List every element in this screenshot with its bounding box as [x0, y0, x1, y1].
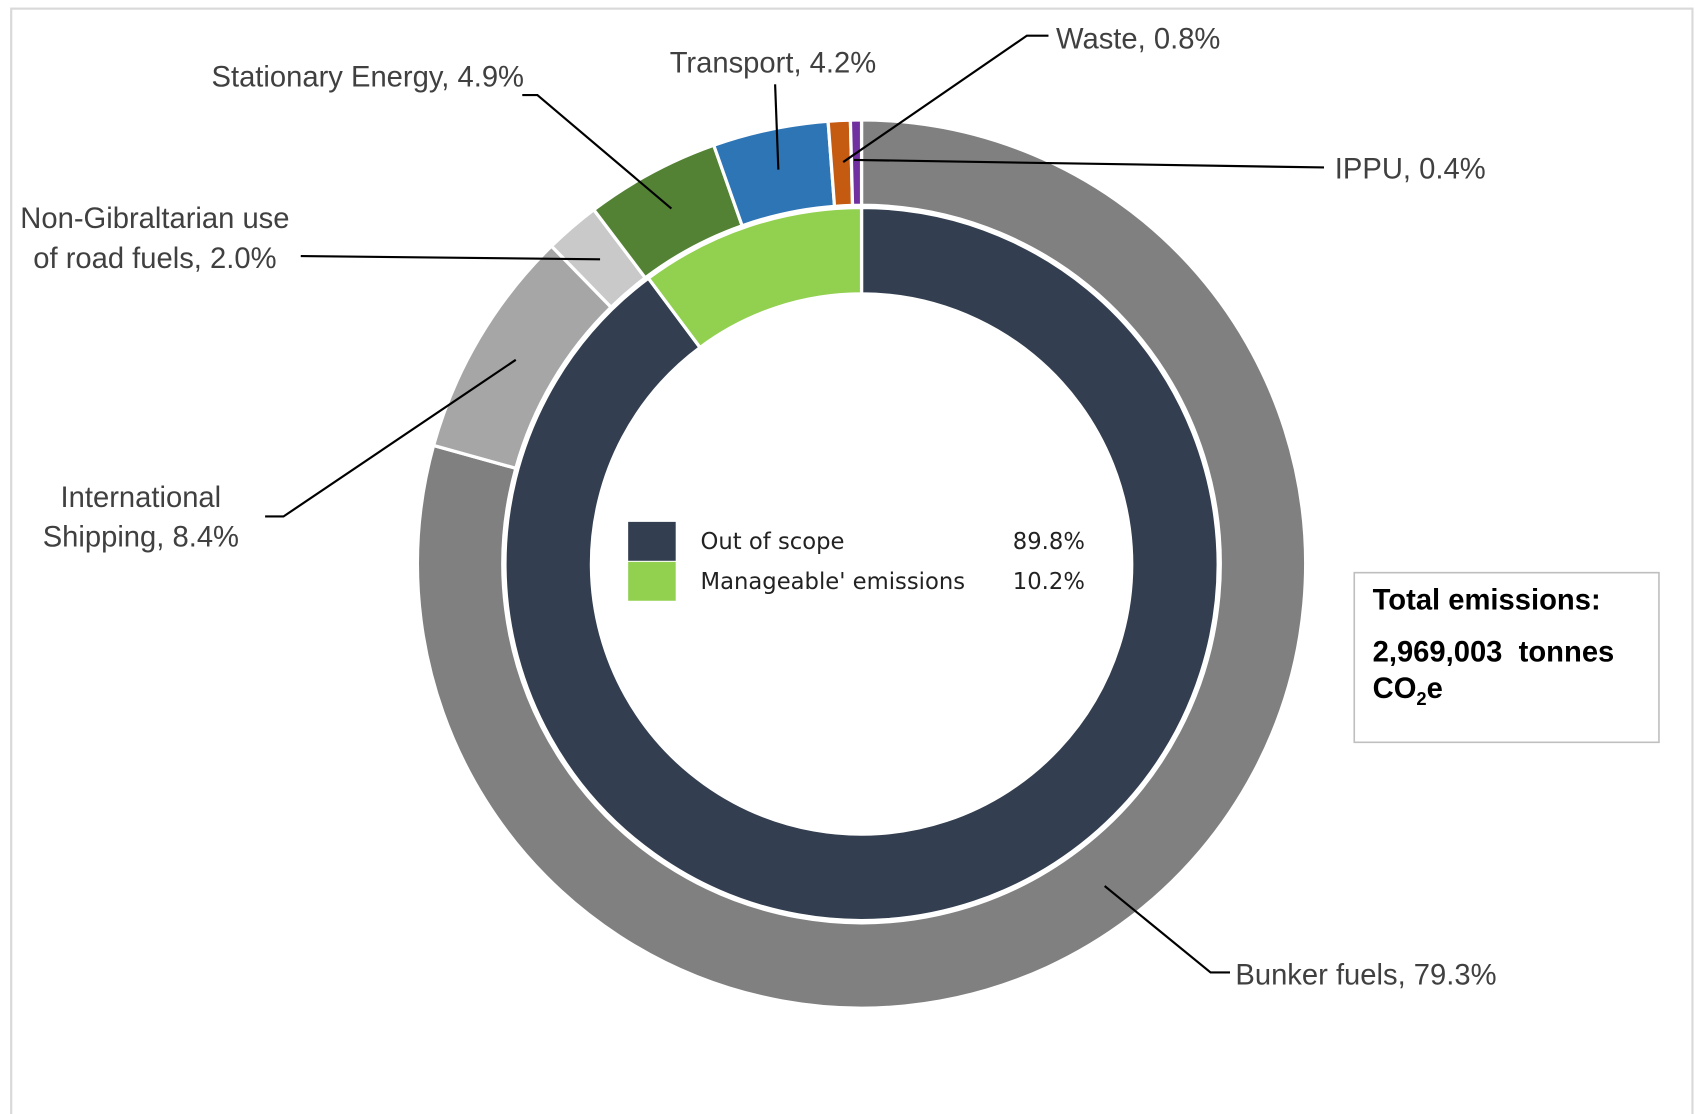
frame: [10, 7, 1694, 1114]
label-box: IPPU, 0.4%: [1335, 149, 1594, 189]
legend-value: 10.2%: [1013, 569, 1085, 595]
slice: [503, 205, 1220, 923]
total-text: Total emissions: 2,969,003 tonnes CO2e: [1373, 581, 1656, 718]
leader-line: [522, 94, 673, 210]
value-label: 8.4%: [172, 520, 239, 554]
slice-label: Stationary Energy, 4.9%: [211, 57, 524, 97]
value-label: 4.9%: [457, 60, 524, 93]
slice: [415, 118, 1308, 1010]
rings: [415, 118, 1308, 1010]
leader-line: [774, 84, 780, 170]
value-label: 79.3%: [1413, 958, 1497, 991]
legend-label: Manageable' emissions: [701, 569, 966, 595]
label-box: Waste, 0.8%: [1056, 19, 1337, 59]
category-name: Transport,: [669, 46, 802, 79]
total-value: 2,969,003: [1372, 635, 1503, 668]
total-box: [1353, 571, 1660, 744]
slice-label: International Shipping, 8.4%: [11, 478, 270, 558]
legend-value: 89.8%: [1013, 529, 1085, 555]
category-name: IPPU,: [1334, 152, 1412, 185]
leader-line: [1103, 885, 1230, 974]
total-value-line: 2,969,003 tonnes CO2e: [1373, 633, 1656, 718]
leader-line: [265, 358, 517, 518]
category-name: Bunker fuels,: [1235, 958, 1406, 991]
category-name: Waste,: [1056, 22, 1146, 56]
unit-end: e: [1426, 672, 1443, 705]
value-label: 4.2%: [809, 46, 877, 79]
label-box: Bunker fuels, 79.3%: [1235, 955, 1592, 995]
category-name: International Shipping,: [42, 480, 222, 554]
slice-label: Waste, 0.8%: [1056, 19, 1337, 59]
category-name: Non-Gibraltarian use of road fuels,: [20, 202, 290, 275]
label-box: International Shipping, 8.4%: [11, 478, 270, 558]
unit-sub: 2: [1416, 688, 1427, 710]
leader-line: [853, 158, 1325, 169]
total-title: Total emissions:: [1372, 583, 1601, 616]
leaders: [265, 34, 1325, 974]
label-box: Non-Gibraltarian use of road fuels, 2.0%: [13, 199, 296, 279]
legend-swatch: [628, 521, 676, 561]
slice-label: Bunker fuels, 79.3%: [1235, 955, 1592, 995]
value-label: 2.0%: [210, 242, 277, 275]
unit-main: CO: [1372, 672, 1417, 705]
total-unit: tonnes: [1518, 635, 1615, 668]
slice-label: IPPU, 0.4%: [1335, 149, 1594, 189]
label-box: Stationary Energy, 4.9%: [211, 57, 524, 97]
leader-line: [842, 34, 1049, 163]
slice-label: Non-Gibraltarian use of road fuels, 2.0%: [13, 199, 296, 279]
slice-label: Transport, 4.2%: [605, 43, 940, 83]
slice: [848, 118, 864, 208]
legend-label: Out of scope: [701, 529, 845, 555]
value-label: 0.4%: [1419, 152, 1486, 185]
leader-line: [300, 254, 601, 261]
total-content: Total emissions: 2,969,003 tonnes CO2e: [1373, 581, 1656, 718]
legend-swatch: [628, 561, 676, 601]
slice: [646, 205, 864, 350]
category-name: Stationary Energy,: [211, 60, 450, 93]
label-box: Transport, 4.2%: [605, 43, 940, 83]
value-label: 0.8%: [1153, 22, 1221, 56]
